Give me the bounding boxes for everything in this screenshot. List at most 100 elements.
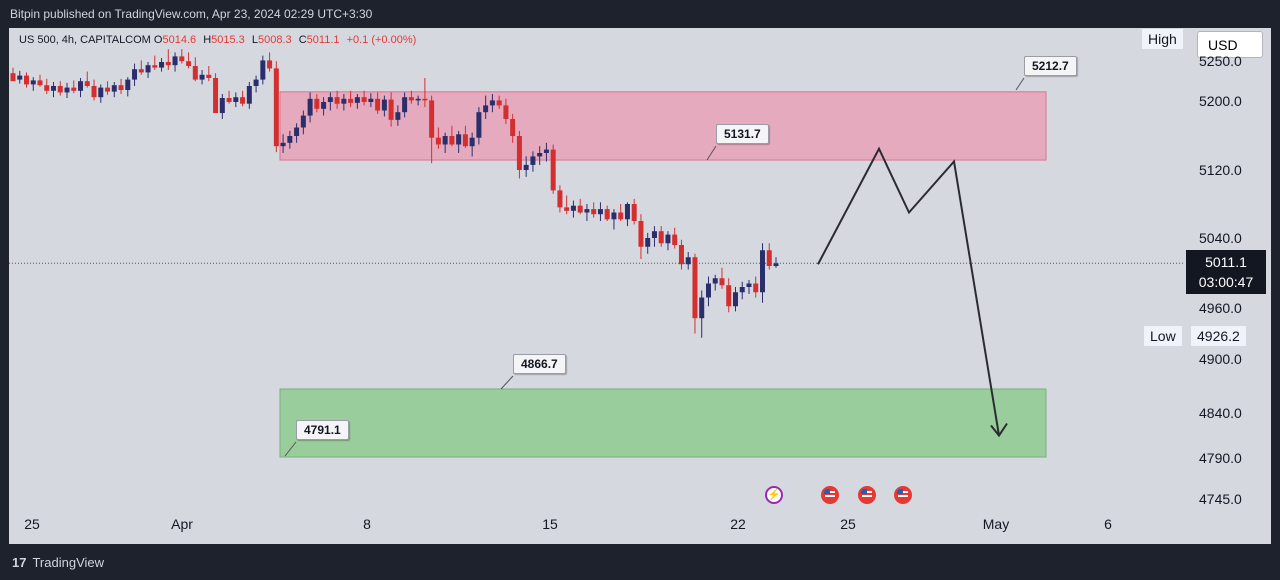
candle-body xyxy=(37,80,43,86)
candle-body xyxy=(179,56,185,62)
tradingview-logo-icon[interactable]: 17 xyxy=(12,555,27,570)
candle-body xyxy=(71,87,77,91)
candle-body xyxy=(591,209,597,215)
candle-body xyxy=(10,73,16,82)
projected-path-line xyxy=(817,146,1000,436)
candle-body xyxy=(287,136,293,143)
chart-canvas[interactable] xyxy=(9,28,1271,544)
low-value: 5008.3 xyxy=(258,34,292,46)
candle-body xyxy=(550,149,556,191)
publish-header: Bitpin published on TradingView.com, Apr… xyxy=(0,0,1280,28)
candle-body xyxy=(753,283,759,293)
resistance-bottom-tag[interactable]: 5131.7 xyxy=(716,124,769,144)
candle-body xyxy=(402,97,408,113)
candle-body xyxy=(503,105,509,119)
footer: 17 TradingView xyxy=(0,548,1280,580)
candle-body xyxy=(84,81,90,86)
resistance-bottom-leader xyxy=(706,145,717,161)
candle-body xyxy=(368,98,374,102)
price-tick: 5250.0 xyxy=(1199,53,1242,69)
high-badge: High xyxy=(1142,29,1183,49)
candle-body xyxy=(145,65,151,73)
high-value: 5015.3 xyxy=(211,34,245,46)
candle-body xyxy=(469,137,475,147)
candle-body xyxy=(260,60,266,80)
price-tick: 4790.0 xyxy=(1199,450,1242,466)
candle-body xyxy=(496,100,502,106)
candle-body xyxy=(30,80,36,85)
footer-brand[interactable]: TradingView xyxy=(32,555,105,570)
lightning-icon[interactable]: ⚡ xyxy=(765,486,783,504)
candle-body xyxy=(449,136,455,145)
candle-body xyxy=(64,87,70,93)
candle-body xyxy=(172,56,178,66)
candle-body xyxy=(57,86,63,93)
candle-body xyxy=(280,142,286,147)
candle-body xyxy=(442,136,448,145)
candle-body xyxy=(44,85,50,91)
chart-panel[interactable]: US 500, 4h, CAPITALCOM O5014.6 H5015.3 L… xyxy=(9,28,1271,544)
candle-body xyxy=(253,79,259,86)
candle-body xyxy=(186,61,192,66)
candle-body xyxy=(327,97,333,102)
support-bottom-tag[interactable]: 4791.1 xyxy=(296,420,349,440)
candle-body xyxy=(692,257,698,319)
resistance-top-tag[interactable]: 5212.7 xyxy=(1024,56,1077,76)
candle-body xyxy=(712,278,718,284)
candle-body xyxy=(543,149,549,153)
candle-body xyxy=(604,209,610,220)
candle-body xyxy=(321,102,327,109)
candle-body xyxy=(577,205,583,213)
support-top-tag[interactable]: 4866.7 xyxy=(513,354,566,374)
close-label: C xyxy=(298,34,307,46)
us-flag-icon[interactable] xyxy=(894,486,912,504)
candle-body xyxy=(361,97,367,102)
us-flag-icon[interactable] xyxy=(821,486,839,504)
candle-body xyxy=(489,100,495,106)
candle-body xyxy=(476,112,482,138)
price-tick: 5040.0 xyxy=(1199,230,1242,246)
open-value: 5014.6 xyxy=(162,34,197,46)
candle-body xyxy=(375,98,381,111)
candle-body xyxy=(773,263,779,266)
candle-body xyxy=(651,231,657,238)
candle-body xyxy=(354,97,360,103)
candle-body xyxy=(456,134,462,145)
time-tick: 25 xyxy=(24,516,40,532)
support-zone xyxy=(279,388,1047,458)
price-tick: 4960.0 xyxy=(1199,300,1242,316)
candle-body xyxy=(159,62,165,68)
candle-body xyxy=(294,127,300,136)
currency-selector[interactable]: USD xyxy=(1197,31,1263,58)
candle-body xyxy=(78,81,84,91)
candle-body xyxy=(51,86,57,91)
candle-body xyxy=(307,98,313,116)
candle-body xyxy=(462,134,468,147)
candle-body xyxy=(192,66,198,80)
candle-body xyxy=(732,292,738,307)
us-flag-icon[interactable] xyxy=(858,486,876,504)
candle-body xyxy=(530,156,536,165)
current-price-badge: 5011.1 03:00:47 xyxy=(1186,250,1266,294)
candle-body xyxy=(570,205,576,211)
time-tick: Apr xyxy=(171,516,193,532)
candle-body xyxy=(206,74,212,78)
candle-body xyxy=(672,234,678,245)
candle-body xyxy=(429,100,435,138)
candle-body xyxy=(678,245,684,265)
candle-body xyxy=(685,257,691,265)
low-badge-value: 4926.2 xyxy=(1191,326,1246,346)
candle-body xyxy=(17,75,23,80)
price-tick: 5120.0 xyxy=(1199,162,1242,178)
time-tick: 6 xyxy=(1104,516,1112,532)
candle-body xyxy=(584,209,590,213)
candle-body xyxy=(631,204,637,221)
candle-body xyxy=(699,297,705,319)
candle-body xyxy=(152,65,158,68)
candle-body xyxy=(233,97,239,102)
candle-body xyxy=(348,98,354,103)
projected-arrowhead xyxy=(990,422,1008,438)
support-top-leader xyxy=(500,375,514,390)
candle-body xyxy=(125,79,131,90)
price-tick: 4840.0 xyxy=(1199,405,1242,421)
